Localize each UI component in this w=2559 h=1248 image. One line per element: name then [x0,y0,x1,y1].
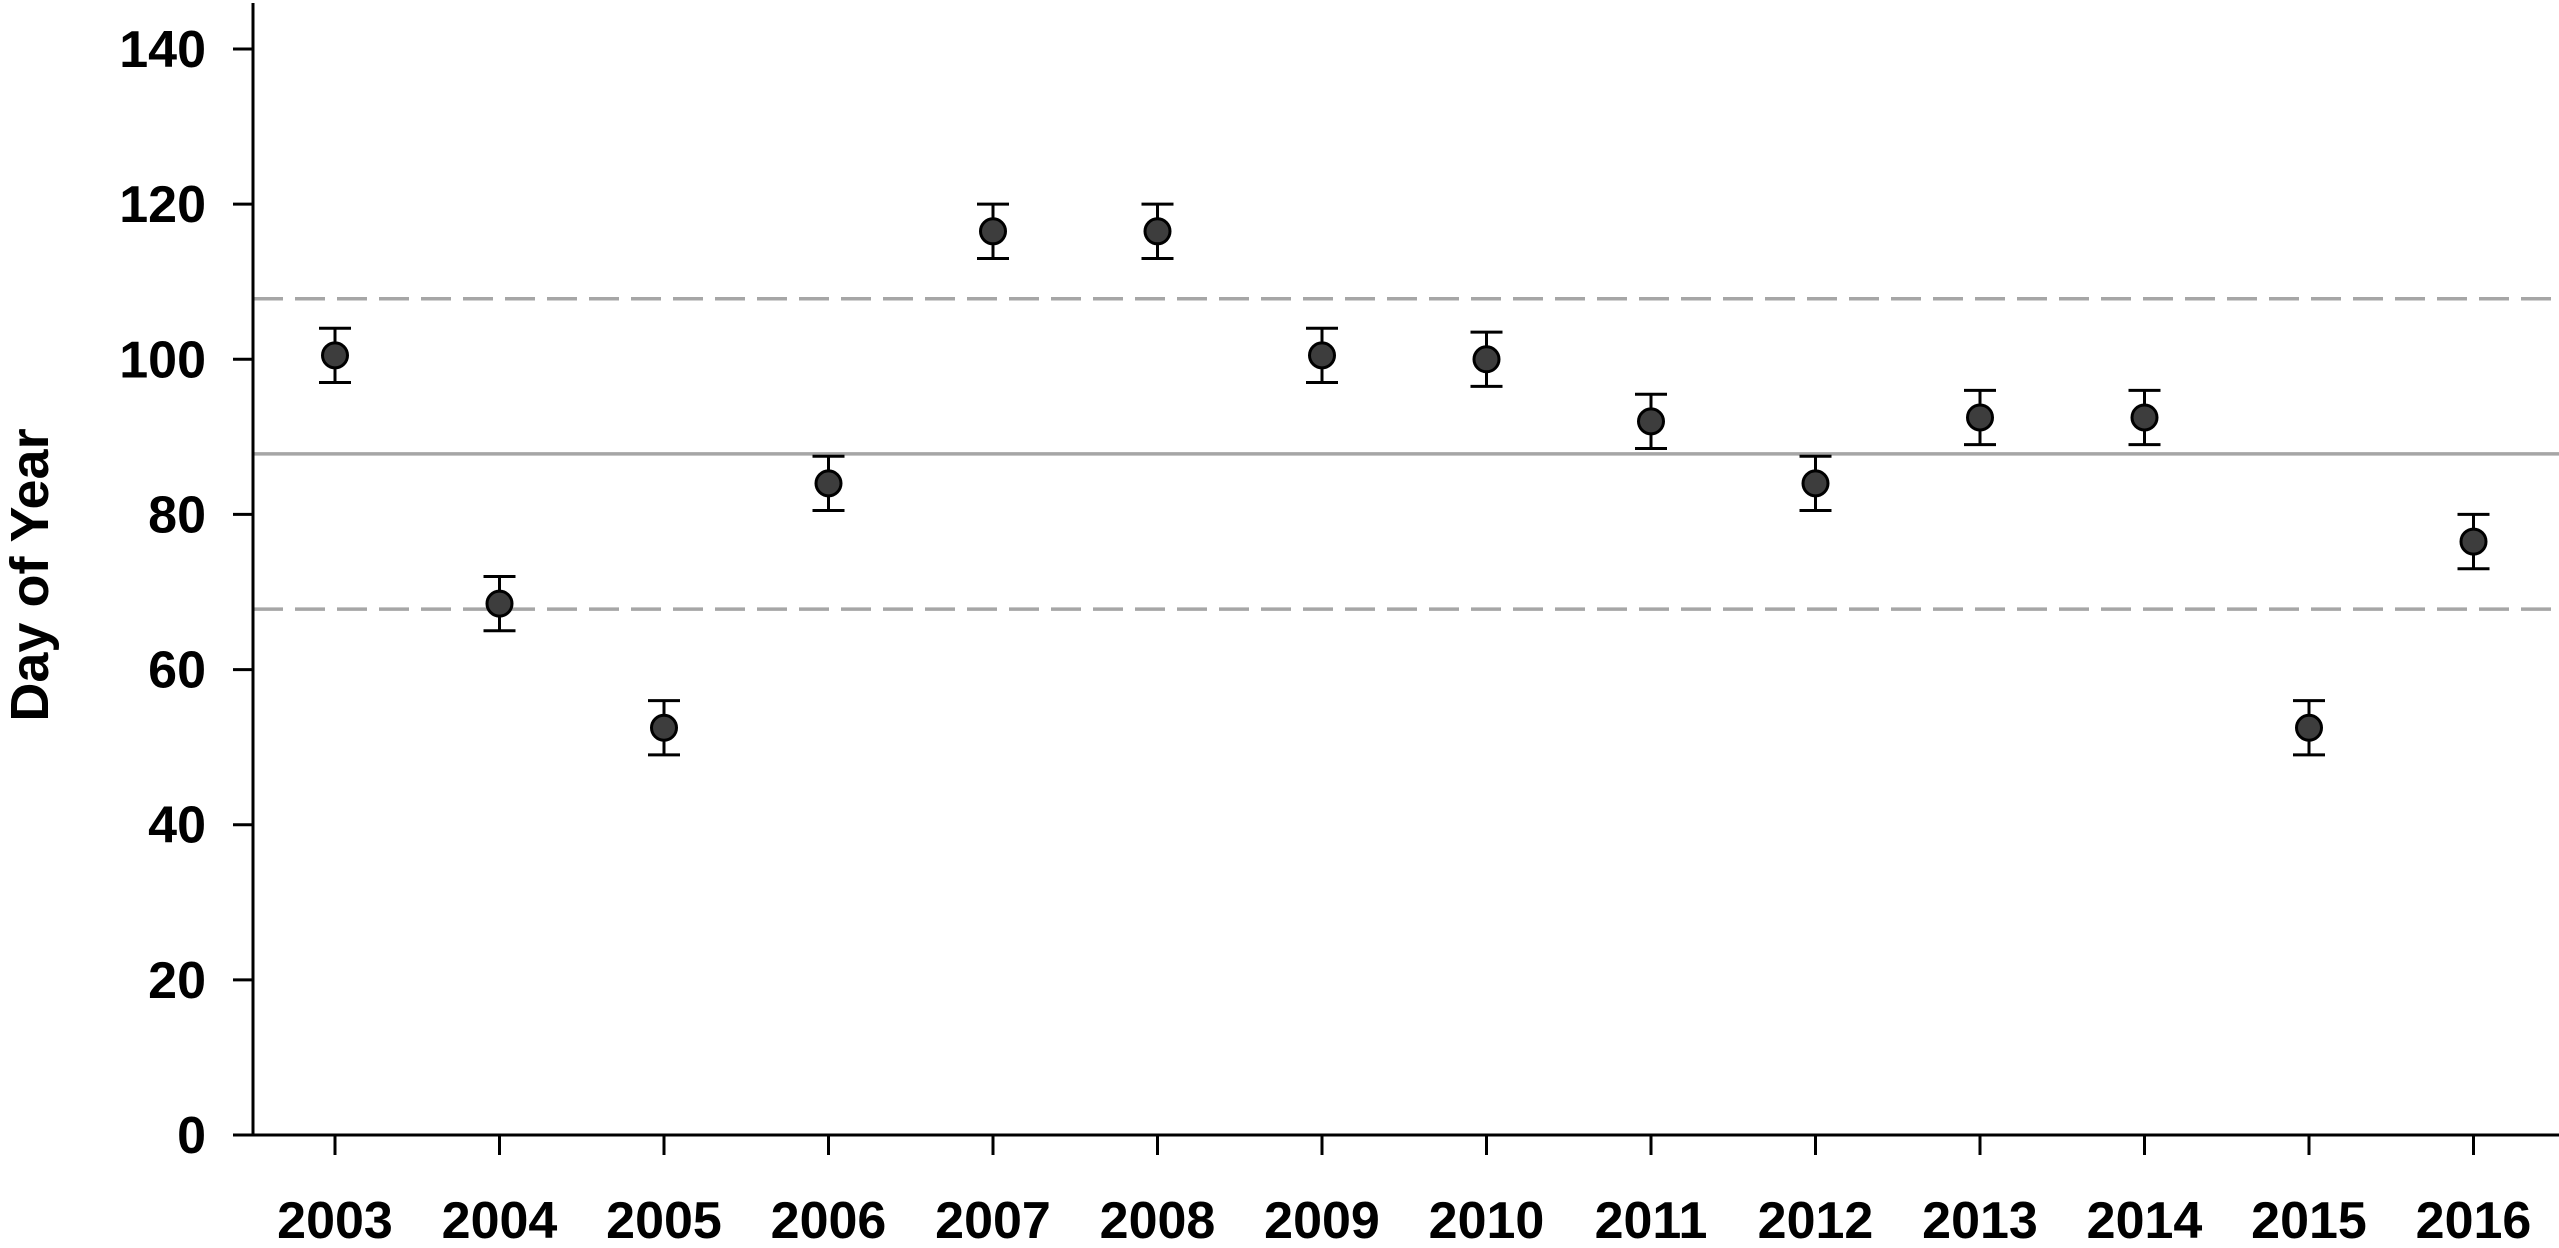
data-point [652,715,677,740]
data-point [2297,715,2322,740]
y-tick-label: 120 [119,176,206,234]
y-tick-label: 40 [148,797,206,855]
data-point [1968,405,1993,430]
y-axis-label: Day of Year [0,428,60,721]
x-tick-label: 2008 [1100,1192,1216,1243]
error-bars [319,204,2490,755]
x-tick-label: 2014 [2087,1192,2203,1243]
data-point [1639,409,1664,434]
reference-lines [253,299,2559,609]
data-point [2132,405,2157,430]
data-point [1145,219,1170,244]
x-tick-label: 2005 [606,1192,722,1243]
axes [252,3,2559,1135]
x-tick-label: 2010 [1429,1192,1545,1243]
y-tick-label: 0 [177,1107,206,1165]
x-tick-label: 2007 [935,1192,1051,1243]
data-point [816,471,841,496]
x-axis-ticks: 2003 2004 2005 2006 2007 2008 2009 2010 2011 2012… [277,1135,2531,1243]
x-tick-label: 2006 [771,1192,887,1243]
x-tick-label: 2003 [277,1192,393,1243]
data-point [487,591,512,616]
x-tick-label: 2009 [1264,1192,1380,1243]
y-tick-label: 140 [119,21,206,79]
y-tick-label: 100 [119,331,206,389]
y-tick-label: 20 [148,952,206,1010]
data-point [1474,347,1499,372]
y-axis-ticks: 0 20 40 60 80 100 120 140 [119,21,253,1165]
x-tick-label: 2004 [442,1192,558,1243]
y-tick-label: 60 [148,642,206,700]
x-tick-label: 2012 [1758,1192,1874,1243]
x-tick-label: 2016 [2416,1192,2532,1243]
x-tick-label: 2013 [1922,1192,2038,1243]
x-tick-label: 2011 [1595,1192,1708,1243]
data-point [2461,529,2486,554]
data-point [1803,471,1828,496]
data-point [323,343,348,368]
data-points [323,219,2487,740]
data-point [981,219,1006,244]
x-tick-label: 2015 [2251,1192,2367,1243]
data-point [1310,343,1335,368]
y-tick-label: 80 [148,486,206,544]
